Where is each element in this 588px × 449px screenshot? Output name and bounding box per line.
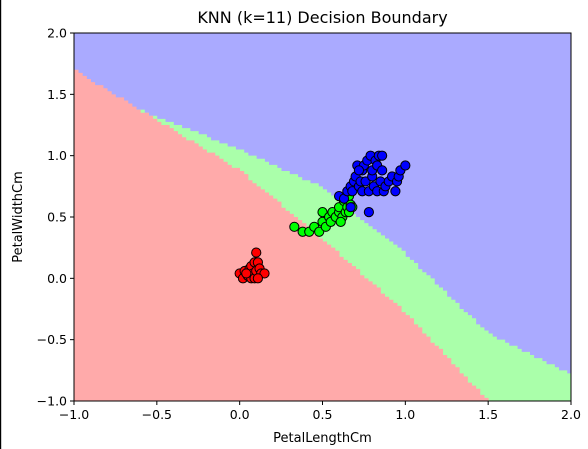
data-point-class-0 <box>241 268 252 279</box>
x-tick-label: 1.5 <box>478 407 498 422</box>
x-tick-label: 0.0 <box>230 407 250 422</box>
data-point-class-2 <box>353 165 365 176</box>
y-tick-label: −0.5 <box>37 332 67 347</box>
y-axis-label: PetalWidthCm <box>11 171 26 263</box>
x-tick-label: 1.0 <box>395 407 415 422</box>
y-tick-label: 1.0 <box>47 148 67 163</box>
x-tick-label: 2.0 <box>561 407 581 422</box>
data-point-class-2 <box>377 150 388 161</box>
data-point-class-2 <box>345 202 356 213</box>
data-point-class-1 <box>289 221 300 232</box>
chart-title: KNN (k=11) Decision Boundary <box>197 8 447 27</box>
data-point-class-2 <box>400 160 411 171</box>
x-axis-label: PetalLengthCm <box>273 431 372 446</box>
x-tick-label: −0.5 <box>142 407 172 422</box>
data-points <box>234 150 411 284</box>
y-tick-label: 2.0 <box>47 26 67 41</box>
data-point-class-2 <box>377 165 388 176</box>
y-tick-label: 1.5 <box>47 87 67 102</box>
data-point-class-1 <box>335 216 346 228</box>
x-tick-label: −1.0 <box>59 407 89 422</box>
data-point-class-2 <box>363 206 374 218</box>
data-point-class-0 <box>251 247 262 258</box>
data-point-class-2 <box>390 186 401 197</box>
x-tick-label: 0.5 <box>313 407 333 422</box>
y-tick-label: −1.0 <box>37 394 67 409</box>
y-axis: −1.0 −0.5 0.0 0.5 1.0 1.5 2.0 <box>37 26 74 409</box>
region-class-0 <box>74 69 571 401</box>
left-edge-border <box>0 0 2 449</box>
decision-regions <box>74 33 571 401</box>
y-tick-label: 0.5 <box>47 210 67 225</box>
x-axis: −1.0 −0.5 0.0 0.5 1.0 1.5 2.0 <box>59 401 581 422</box>
data-point-class-0 <box>252 273 263 284</box>
y-tick-label: 0.0 <box>47 271 67 286</box>
